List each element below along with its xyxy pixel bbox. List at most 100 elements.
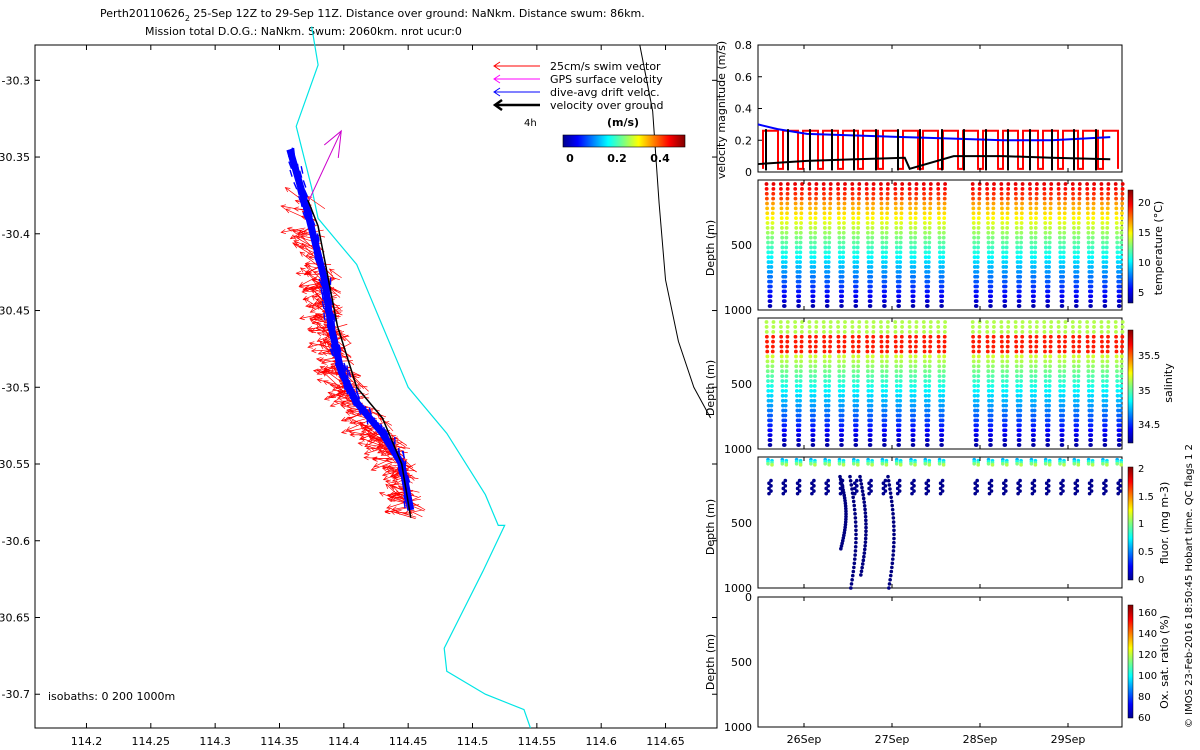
fluor-point	[909, 462, 913, 466]
temperature-point	[1120, 211, 1124, 216]
fluor-axes	[757, 456, 1123, 589]
salinity-point	[1004, 388, 1009, 393]
salinity-point	[828, 344, 832, 349]
salinity-point	[926, 403, 931, 408]
salinity-point	[771, 334, 776, 339]
salinity-point	[1057, 369, 1062, 374]
temperature-point	[1090, 260, 1094, 264]
temperature-point	[828, 211, 832, 216]
temperature-point	[991, 221, 995, 225]
salinity-point	[1044, 393, 1048, 398]
salinity-point	[855, 413, 859, 418]
temperature-point	[799, 201, 804, 206]
temperature-point	[871, 191, 876, 196]
salinity-point	[1015, 384, 1020, 388]
fluor-point	[973, 481, 977, 486]
temperature-point	[1047, 235, 1052, 240]
salinity-point	[1029, 369, 1034, 374]
salinity-point	[770, 364, 775, 369]
velocity-ylabel: velocity magnitude (m/s)	[715, 41, 728, 179]
temperature-point	[985, 211, 990, 216]
temperature-point	[841, 240, 846, 245]
swim-arrow-head	[378, 491, 385, 497]
temperature-point	[779, 186, 783, 191]
temperature-point	[811, 294, 816, 299]
salinity-point	[822, 354, 827, 359]
temperature-point	[1076, 250, 1080, 255]
fluor-point	[883, 489, 888, 493]
fluor-deep-point	[842, 496, 847, 500]
temperature-point	[821, 182, 826, 186]
map-y-ticks: -30.3-30.35-30.430.45-30.530.55-30.630.6…	[0, 74, 717, 701]
salinity-point	[770, 354, 775, 359]
swim-arrow	[302, 290, 324, 293]
salinity-point	[821, 325, 826, 329]
drift-arrow	[299, 170, 303, 178]
temperature-point	[926, 265, 931, 269]
temperature-point	[1014, 201, 1019, 206]
map-axes-box	[34, 44, 718, 729]
temperature-point	[812, 240, 817, 245]
salinity-point	[992, 320, 996, 324]
temperature-point	[1015, 250, 1020, 255]
temperature-point	[814, 186, 819, 191]
fluor-deep-point	[843, 504, 848, 508]
temperature-point	[812, 250, 817, 255]
swim-arrow-head	[289, 234, 296, 240]
salinity-point	[942, 354, 947, 359]
temperature-point	[895, 260, 900, 264]
salinity-point	[871, 344, 875, 349]
salinity-point	[1120, 329, 1125, 334]
salinity-point	[908, 354, 913, 359]
salinity-point	[784, 369, 789, 374]
temperature-point	[865, 201, 870, 206]
temperature-point	[1060, 299, 1065, 304]
temperature-point	[1005, 216, 1010, 221]
salinity-point	[1028, 320, 1032, 324]
temperature-point	[1063, 196, 1068, 201]
temperature-point	[1092, 182, 1096, 186]
swim-arrow-head	[349, 432, 355, 438]
temperature-point	[1029, 221, 1033, 225]
salinity-point	[1118, 418, 1123, 423]
temperature-point	[914, 182, 919, 186]
swim-arrow-head	[377, 440, 384, 446]
salinity-point	[885, 334, 890, 339]
salinity-point	[852, 403, 857, 408]
temperature-point	[922, 221, 927, 225]
temperature-point	[1013, 182, 1018, 186]
salinity-point	[926, 408, 931, 413]
swim-arrow-head	[316, 370, 323, 375]
temperature-point	[865, 226, 870, 230]
fluor-point	[1104, 489, 1108, 493]
salinity-point	[1077, 344, 1082, 349]
temperature-point	[894, 216, 898, 221]
salinity-point	[923, 388, 928, 393]
salinity-point	[864, 325, 869, 329]
salinity-point	[870, 364, 875, 369]
swim-arrow	[308, 285, 325, 290]
temperature-point	[1001, 260, 1006, 264]
temperature-point	[926, 279, 931, 284]
salinity-point	[883, 398, 888, 403]
temperature-point	[883, 274, 888, 279]
temperature-point	[1075, 289, 1079, 294]
swim-arrow-head	[314, 292, 320, 298]
fluor-point	[1002, 486, 1006, 491]
salinity-point	[1091, 329, 1096, 334]
salinity-point	[942, 334, 947, 339]
salinity-point	[1004, 413, 1008, 418]
temperature-point	[769, 245, 774, 250]
fluor-point	[1118, 484, 1122, 488]
swim-arrow-head	[305, 252, 312, 257]
salinity-point	[989, 438, 993, 442]
swim-arrow-head	[363, 450, 370, 455]
temperature-point	[795, 265, 800, 269]
salinity-point	[1103, 438, 1108, 442]
fluor-deep-point	[843, 498, 847, 503]
temperature-point	[974, 304, 979, 308]
salinity-point	[974, 443, 979, 447]
salinity-point	[827, 359, 832, 364]
temperature-point	[812, 274, 816, 279]
salinity-point	[793, 320, 797, 324]
